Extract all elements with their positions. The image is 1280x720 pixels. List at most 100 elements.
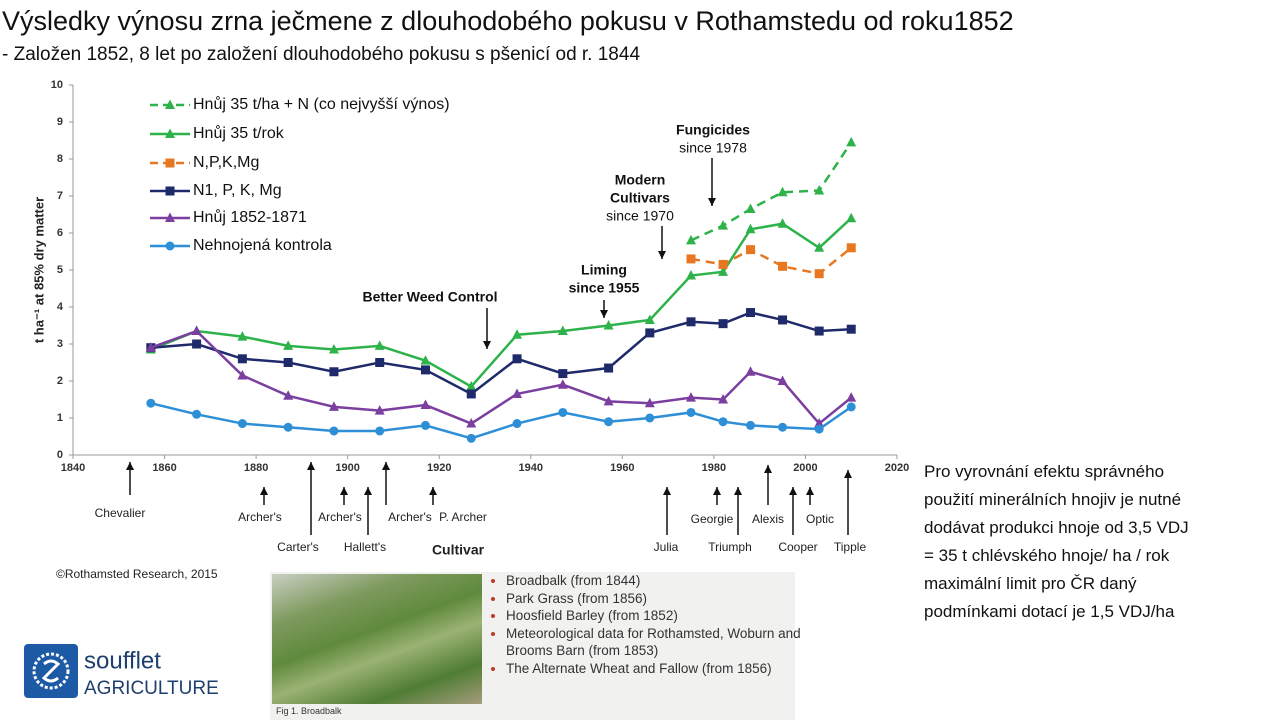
point [686, 317, 696, 327]
point [420, 355, 431, 365]
point [604, 417, 614, 427]
point [375, 358, 385, 367]
point [557, 379, 568, 389]
point [283, 358, 293, 367]
point [745, 223, 756, 234]
logo-mark: soufflet AGRICULTURE [24, 644, 219, 699]
point [603, 320, 614, 330]
point [846, 392, 857, 402]
point [375, 426, 385, 436]
arrow-head [340, 487, 348, 495]
y-tick-label: 10 [51, 79, 63, 91]
point [329, 367, 339, 377]
arrow-head [483, 341, 491, 349]
point [718, 394, 729, 404]
cultivar-label: Julia [654, 540, 679, 554]
note-line: použití minerálních hnojiv je nutné [924, 490, 1182, 509]
point [192, 409, 202, 419]
point [237, 369, 248, 380]
point [374, 340, 385, 350]
logo-text: AGRICULTURE [84, 678, 219, 699]
aerial-photo [272, 574, 482, 704]
y-tick-label: 6 [57, 227, 63, 239]
arrow-head [806, 487, 814, 495]
experiment-item: Broadbalk (from 1844) [506, 572, 806, 590]
cultivar-label: Alexis [752, 512, 784, 526]
point [778, 422, 788, 432]
y-tick-label: 2 [57, 375, 63, 387]
y-tick-label: 1 [57, 412, 63, 424]
point [686, 254, 696, 264]
cultivar-label: Chevalier [95, 506, 146, 520]
point [644, 397, 655, 408]
x-tick-label: 1960 [610, 462, 634, 474]
arrow-head [600, 310, 608, 318]
point [686, 270, 696, 280]
point [146, 398, 156, 408]
annotation: Modern [615, 172, 666, 188]
point [746, 245, 756, 255]
arrow-head [708, 198, 716, 206]
legend-label: Nehnojená kontrola [193, 237, 332, 254]
legend-marker [165, 158, 175, 168]
point [745, 366, 756, 376]
point [814, 326, 824, 336]
point [237, 354, 247, 364]
y-tick-label: 7 [57, 190, 63, 202]
series-line [150, 329, 853, 426]
point [557, 325, 568, 336]
arrow-head [713, 487, 721, 495]
arrow-head [126, 462, 134, 470]
point [191, 325, 202, 336]
annotation: Better Weed Control [362, 289, 497, 305]
point [777, 186, 788, 197]
point [846, 243, 856, 253]
point [814, 424, 824, 434]
arrow-head [789, 487, 797, 495]
source: ©Rothamsted Research, 2015 [56, 567, 218, 581]
photo-panel: Broadbalk (from 1844)Park Grass (from 18… [270, 572, 801, 720]
legend-marker [165, 212, 175, 222]
experiment-item: Park Grass (from 1856) [506, 590, 806, 608]
point [718, 417, 728, 427]
arrow-head [658, 251, 666, 259]
legend-label: N,P,K,Mg [193, 154, 259, 171]
cultivar-label: Hallett's [344, 540, 386, 554]
cultivar-label: P. Archer [439, 510, 487, 524]
photo-caption: Fig 1. Broadbalk [276, 706, 342, 716]
cultivar-label: Tipple [834, 540, 867, 554]
series-line [150, 311, 852, 396]
cultivar-label: Triumph [708, 540, 752, 554]
annotation: since 1955 [569, 280, 640, 296]
legend-label: Hnůj 35 t/rok [193, 124, 285, 142]
point [718, 220, 729, 230]
slide-title: Výsledky výnosu zrna ječmene z dlouhodob… [2, 6, 1014, 36]
y-tick-label: 0 [57, 449, 63, 461]
point [604, 363, 614, 373]
annotation: Cultivars [610, 190, 670, 206]
arrow-head [844, 470, 852, 478]
arrow-head [764, 465, 772, 473]
point [558, 369, 568, 379]
annotation: Fungicides [676, 122, 750, 138]
y-tick-label: 4 [57, 301, 64, 313]
point [645, 328, 655, 338]
point [192, 339, 202, 349]
arrow-head [260, 487, 268, 495]
legend-label: N1, P, K, Mg [193, 182, 282, 199]
series-line [690, 246, 853, 276]
logo-s [41, 659, 61, 683]
point [145, 342, 156, 352]
point [686, 234, 696, 245]
point [329, 426, 339, 436]
x-tick-label: 2000 [793, 462, 817, 474]
chart: 0 1 2 3 4 5 6 7 8 9 10 1840 1860 1880 1900 1920 1940 1960… [31, 79, 909, 581]
note-line: dodávat produkci hnoje od 3,5 VDJ [924, 518, 1189, 537]
note-line: maximální limit pro ČR daný [924, 574, 1137, 593]
point [846, 212, 857, 223]
point [512, 419, 522, 429]
point [777, 218, 788, 228]
arrow-head [663, 487, 671, 495]
point [512, 329, 523, 339]
